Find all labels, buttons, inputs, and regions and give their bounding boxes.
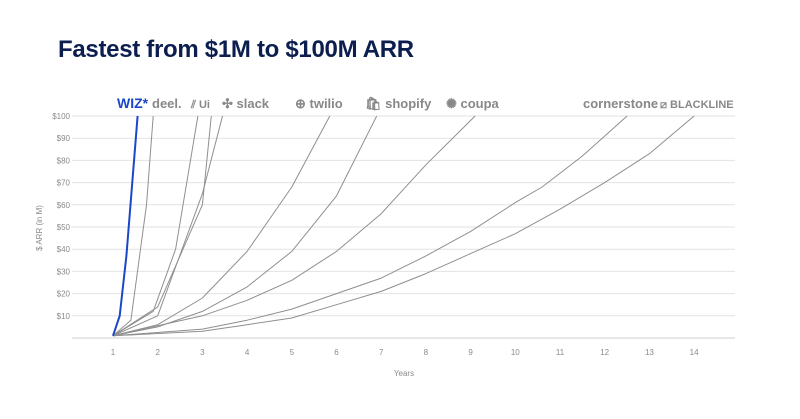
series-line-deel- (112, 115, 154, 337)
y-axis-label: $ ARR (in M) (35, 205, 44, 251)
shopify-logo: 🛍 shopify (365, 96, 432, 111)
y-tick-label: $70 (57, 179, 71, 188)
x-tick-label: 6 (334, 348, 339, 357)
deel-logo: deel. (152, 96, 182, 111)
y-tick-label: $50 (57, 223, 71, 232)
x-tick-label: 7 (379, 348, 384, 357)
y-tick-label: $10 (57, 312, 71, 321)
x-tick-label: 2 (155, 348, 160, 357)
chart-title: Fastest from $1M to $100M ARR (58, 36, 414, 63)
series-line-slack-2 (112, 115, 223, 337)
y-tick-label: $80 (57, 156, 71, 165)
series-line-uipath (112, 115, 199, 337)
y-tick-label: $20 (57, 290, 71, 299)
x-tick-label: 3 (200, 348, 205, 357)
series-line-twilio (112, 115, 331, 337)
x-tick-label: 4 (245, 348, 250, 357)
x-tick-label: 1 (111, 348, 116, 357)
y-tick-label: $30 (57, 267, 71, 276)
y-tick-label: $60 (57, 201, 71, 210)
y-tick-label: $100 (52, 112, 70, 121)
x-tick-label: 9 (468, 348, 473, 357)
twilio-logo: ⊕ twilio (295, 96, 343, 111)
coupa-logo: ✺ coupa (446, 96, 500, 111)
y-tick-label: $40 (57, 245, 71, 254)
series-line-wiz (112, 115, 139, 337)
x-tick-label: 11 (556, 348, 565, 357)
x-tick-label: 13 (645, 348, 654, 357)
cornerstone-logo: cornerstone (583, 96, 658, 111)
x-tick-label: 8 (424, 348, 429, 357)
uipath-logo: ⫽ Ui (190, 99, 210, 111)
blackline-logo: ⧄ BLACKLINE (660, 99, 734, 111)
x-tick-label: 10 (511, 348, 520, 357)
wiz-logo: WIZ* (117, 95, 149, 111)
series-line-shopify (112, 115, 378, 337)
y-tick-label: $90 (57, 134, 71, 143)
series-line-cornerstone (112, 115, 628, 337)
x-tick-label: 14 (690, 348, 699, 357)
series-line-coupa (112, 115, 476, 337)
x-axis-label: Years (394, 369, 414, 378)
x-tick-label: 12 (600, 348, 609, 357)
x-tick-label: 5 (290, 348, 295, 357)
series-line-blackline (112, 115, 695, 337)
slack-logo: ✣ slack (222, 96, 270, 111)
